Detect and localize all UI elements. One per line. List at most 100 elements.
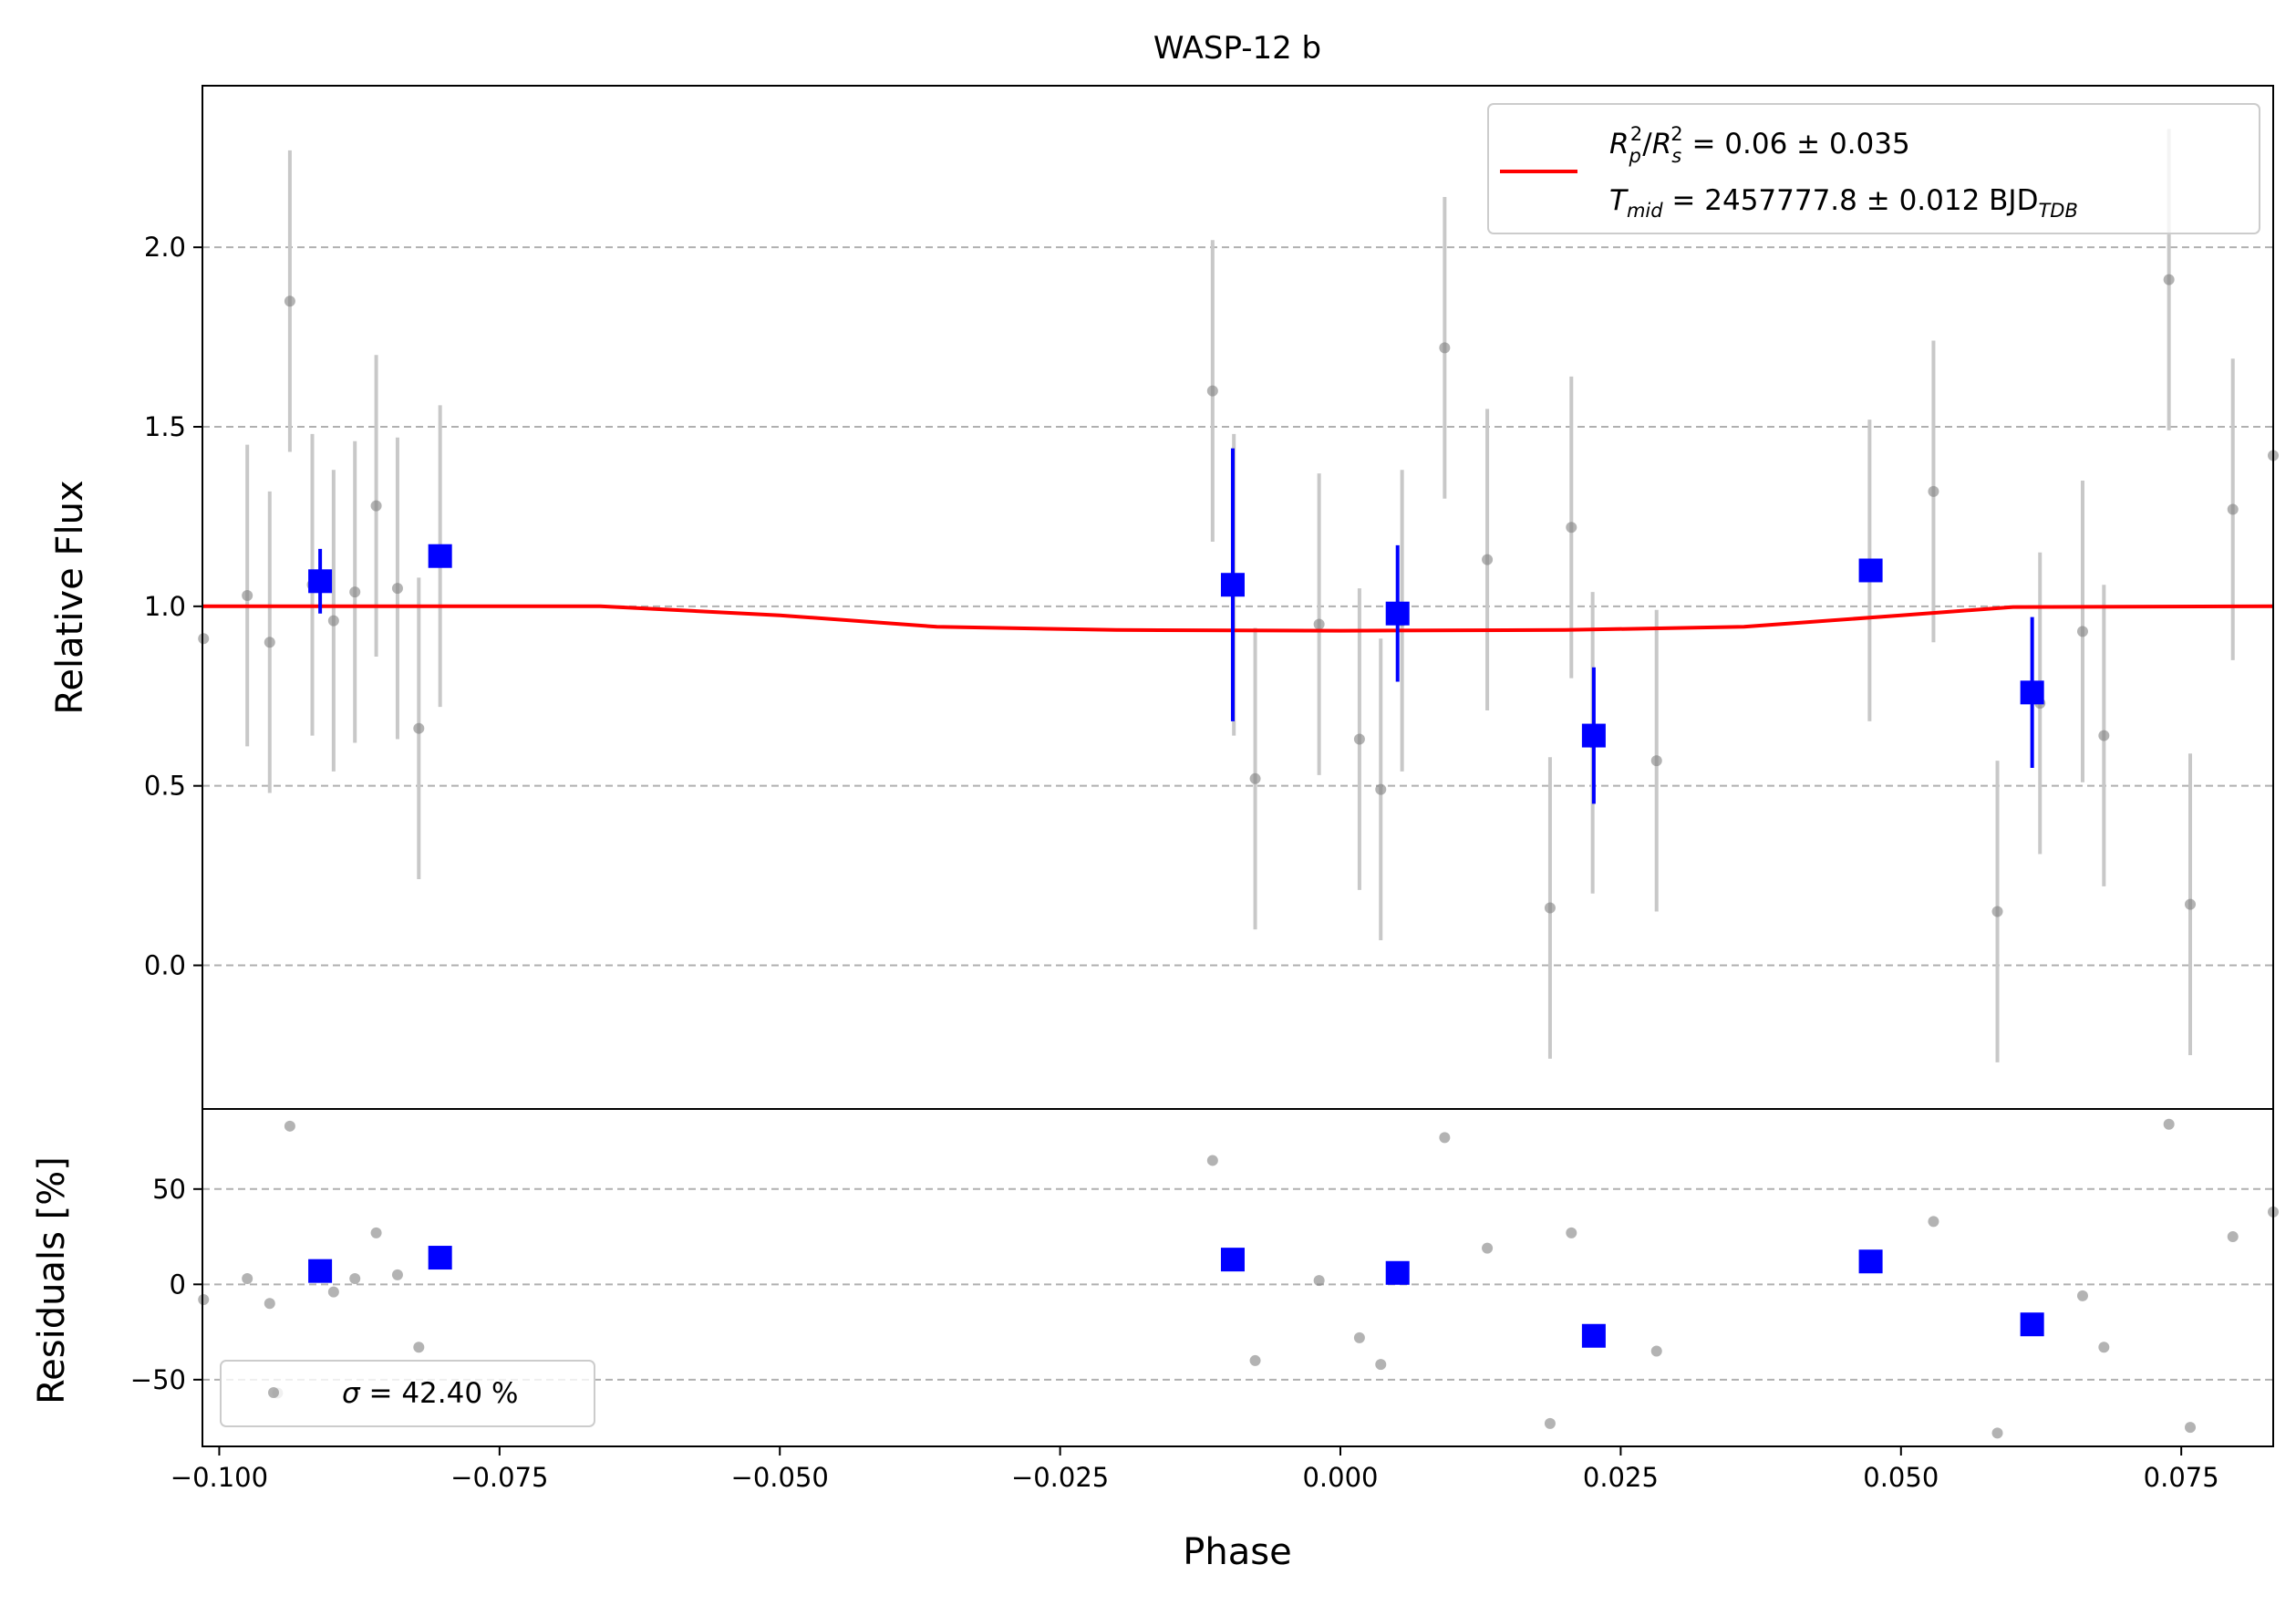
- residual-point: [284, 1120, 295, 1132]
- raw-point: [1206, 385, 1218, 397]
- x-tick-label: 0.000: [1302, 1462, 1378, 1493]
- raw-point: [327, 615, 339, 627]
- residuals-raw-points: [198, 1118, 2279, 1439]
- x-axis-label: Phase: [1183, 1531, 1291, 1573]
- flux-y-tick-label: 1.5: [144, 411, 186, 442]
- x-tick-label: −0.050: [731, 1462, 829, 1493]
- raw-point: [1650, 755, 1662, 767]
- raw-point: [198, 633, 210, 645]
- transit-model-line: [202, 604, 2274, 633]
- residual-point: [2076, 1290, 2088, 1301]
- x-tick-label: 0.075: [2144, 1462, 2219, 1493]
- residual-point: [1482, 1242, 1494, 1254]
- residuals-legend: σ = 42.40 %: [220, 1360, 595, 1427]
- residual-point: [2227, 1231, 2239, 1243]
- binned-residual-point: [1858, 1249, 1883, 1274]
- flux-grid: [202, 246, 2273, 967]
- raw-point: [284, 295, 295, 307]
- x-tick-label: −0.025: [1011, 1462, 1109, 1493]
- flux-y-ticks: 0.0 0.5 1.0 1.5 2.0: [144, 232, 202, 981]
- raw-point: [2098, 730, 2110, 741]
- binned-residual-point: [428, 1246, 452, 1270]
- binned-point: [428, 544, 452, 568]
- binned-residual-point: [308, 1259, 333, 1283]
- residuals-panel: −50 0 50 −0.100 −0.075 −0.050 −0.025 0.000 0.02…: [31, 1108, 2279, 1573]
- legend-residual-marker: [268, 1387, 279, 1398]
- raw-point: [1482, 554, 1494, 565]
- residual-point: [413, 1342, 425, 1353]
- flux-y-tick-label: 1.0: [144, 591, 186, 622]
- flux-y-tick-label: 0.5: [144, 771, 186, 802]
- raw-point: [264, 637, 275, 648]
- legend-depth-label: Rp2/Rs2 = 0.06 ± 0.035: [1609, 123, 1910, 167]
- binned-residual-point: [1385, 1260, 1410, 1285]
- residual-point: [264, 1298, 275, 1310]
- residual-point: [2185, 1422, 2197, 1434]
- flux-y-tick-label: 2.0: [144, 232, 186, 263]
- residual-point: [391, 1269, 403, 1280]
- x-tick-label: −0.075: [450, 1462, 548, 1493]
- raw-point: [1566, 522, 1577, 534]
- raw-point: [1928, 485, 1939, 497]
- binned-residual-point: [1220, 1248, 1245, 1272]
- binned-point: [1385, 601, 1410, 626]
- chart-title: WASP-12 b: [1153, 30, 1321, 67]
- residual-point: [1375, 1359, 1387, 1371]
- residuals-x-ticks: −0.100 −0.075 −0.050 −0.025 0.000 0.025 0.050 0…: [171, 1446, 2219, 1493]
- flux-legend-box: [1487, 103, 2260, 234]
- binned-residual-point: [2020, 1312, 2044, 1337]
- raw-point: [413, 722, 425, 734]
- raw-point: [1439, 342, 1451, 354]
- raw-point: [2163, 274, 2175, 285]
- residual-point: [1928, 1216, 1939, 1228]
- flux-y-tick-label: 0.0: [144, 950, 186, 981]
- residuals-y-tick-label: −50: [130, 1364, 186, 1395]
- binned-point: [1858, 558, 1883, 583]
- flux-raw-points: [198, 129, 2279, 1062]
- residual-point: [327, 1286, 339, 1298]
- residual-point: [242, 1273, 253, 1285]
- legend-sigma-label: σ = 42.40 %: [342, 1377, 518, 1410]
- flux-binned-points: [308, 448, 2044, 804]
- raw-point: [2227, 503, 2239, 515]
- residual-point: [198, 1294, 210, 1306]
- binned-point: [2020, 680, 2044, 705]
- flux-legend: Rp2/Rs2 = 0.06 ± 0.035 Tmid = 2457777.8 …: [1487, 103, 2260, 234]
- raw-point: [1313, 618, 1325, 630]
- residual-point: [1991, 1427, 2003, 1439]
- residual-point: [1249, 1354, 1261, 1366]
- residuals-y-label: Residuals [%]: [31, 1156, 73, 1404]
- binned-point: [308, 569, 333, 594]
- residuals-axes-frame: [202, 1108, 2274, 1447]
- raw-point: [391, 583, 403, 595]
- x-tick-label: 0.025: [1583, 1462, 1659, 1493]
- raw-point: [370, 500, 382, 512]
- residuals-y-ticks: −50 0 50: [130, 1174, 202, 1395]
- raw-point: [2185, 898, 2197, 910]
- residuals-binned-points: [308, 1246, 2044, 1348]
- residual-point: [1313, 1275, 1325, 1287]
- x-tick-label: 0.050: [1863, 1462, 1939, 1493]
- raw-point: [1991, 906, 2003, 917]
- raw-point: [1544, 902, 1556, 914]
- residual-point: [1566, 1227, 1577, 1238]
- raw-point: [242, 590, 253, 602]
- residuals-legend-box: [220, 1360, 595, 1427]
- residual-point: [2098, 1342, 2110, 1353]
- flux-y-label: Relative Flux: [49, 480, 91, 714]
- residual-point: [2163, 1118, 2175, 1130]
- raw-point: [1375, 783, 1387, 795]
- raw-point: [2076, 626, 2088, 637]
- residual-point: [1650, 1345, 1662, 1357]
- binned-residual-point: [1581, 1323, 1606, 1348]
- raw-point: [349, 586, 361, 598]
- binned-point: [1220, 573, 1245, 597]
- raw-point: [1249, 772, 1261, 784]
- residuals-y-tick-label: 50: [152, 1174, 186, 1205]
- residual-point: [1206, 1155, 1218, 1166]
- residual-point: [349, 1273, 361, 1285]
- residual-point: [1353, 1331, 1365, 1343]
- residuals-y-tick-label: 0: [170, 1269, 186, 1300]
